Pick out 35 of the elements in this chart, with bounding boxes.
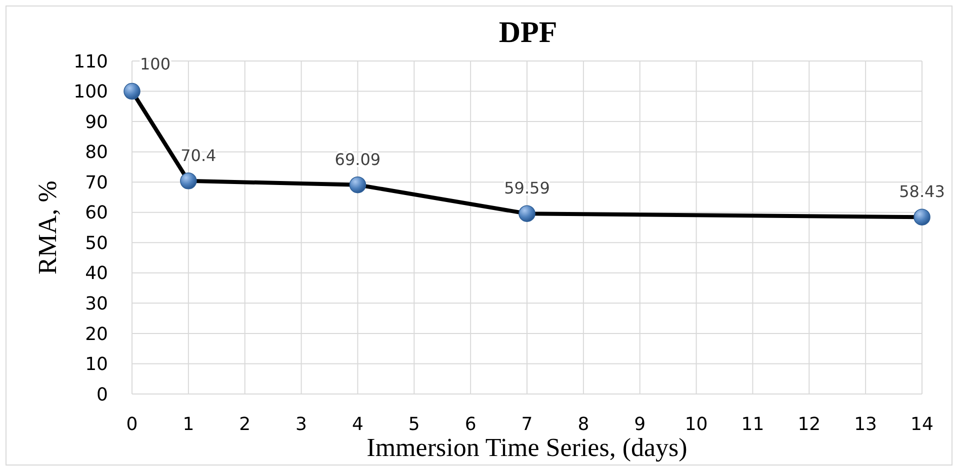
x-tick-label: 13 <box>854 414 878 435</box>
y-tick-label: 70 <box>85 172 108 194</box>
x-tick-label: 6 <box>464 414 476 435</box>
x-axis-title: Immersion Time Series, (days) <box>366 433 688 462</box>
x-tick-label: 4 <box>352 414 364 435</box>
x-tick-label: 12 <box>798 414 821 435</box>
x-tick-label: 14 <box>910 414 934 435</box>
y-tick-label: 30 <box>85 293 108 314</box>
x-tick-label: 10 <box>684 414 708 435</box>
y-tick-label: 90 <box>85 112 108 133</box>
x-tick-label: 5 <box>408 414 420 435</box>
y-tick-label: 20 <box>85 324 108 345</box>
y-tick-label: 40 <box>85 263 108 284</box>
data-label: 58.43 <box>899 182 945 202</box>
y-tick-label: 100 <box>74 82 108 103</box>
y-tick-label: 50 <box>85 232 108 254</box>
x-tick-label: 3 <box>296 414 308 435</box>
x-tick-label: 0 <box>126 414 138 435</box>
x-tick-label: 1 <box>182 414 194 435</box>
y-axis-title: RMA, % <box>33 180 62 274</box>
x-tick-label: 9 <box>634 414 646 435</box>
data-label: 70.4 <box>180 146 216 165</box>
data-label: 100 <box>140 54 171 74</box>
x-tick-label: 2 <box>239 414 251 435</box>
y-tick-label: 10 <box>85 354 108 376</box>
chart-title: DPF <box>498 16 558 49</box>
x-tick-label: 7 <box>521 414 533 435</box>
y-tick-label: 0 <box>96 384 108 406</box>
x-tick-label: 8 <box>578 414 590 435</box>
y-tick-label: 110 <box>74 51 108 72</box>
data-label: 59.59 <box>504 178 550 198</box>
y-tick-label: 60 <box>85 202 108 224</box>
data-label: 69.09 <box>334 150 381 169</box>
y-tick-label: 80 <box>85 142 108 164</box>
x-tick-label: 11 <box>741 414 764 435</box>
